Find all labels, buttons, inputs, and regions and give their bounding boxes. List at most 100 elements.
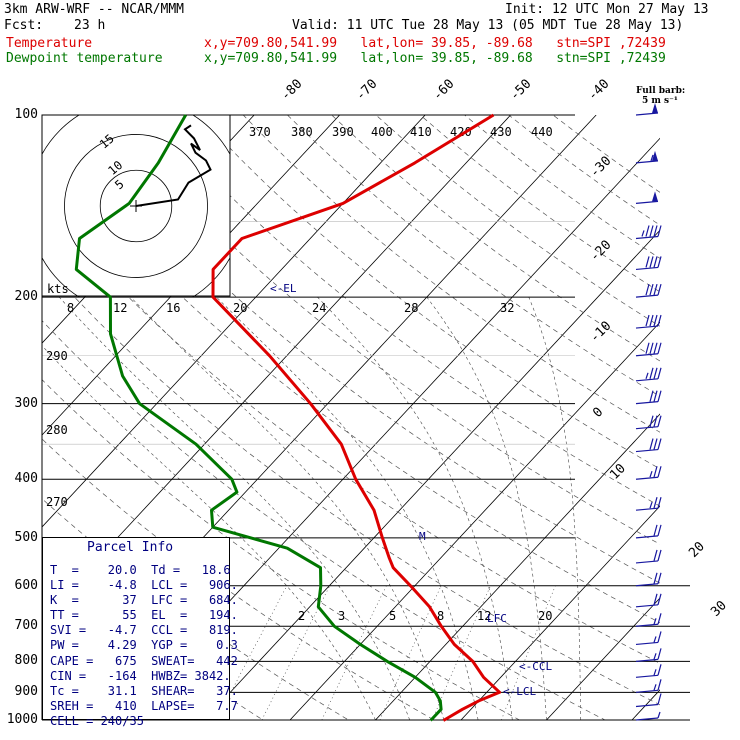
parcel-info-row: TT = 55 EL = 194. bbox=[50, 608, 238, 623]
theta-label: 370 bbox=[249, 125, 271, 139]
isotherm-line bbox=[289, 115, 660, 720]
parcel-info-row: LI = -4.8 LCL = 906. bbox=[50, 578, 238, 593]
wind-barb-full bbox=[653, 524, 658, 537]
wind-barb bbox=[635, 256, 662, 271]
isotherm-line bbox=[42, 115, 511, 720]
init-time: Init: 12 UTC Mon 27 May 13 bbox=[505, 2, 709, 17]
hodo-speed-label: 28 bbox=[404, 301, 418, 315]
wind-barb-full bbox=[657, 497, 662, 509]
theta-label: 410 bbox=[410, 125, 432, 139]
wind-barb-full bbox=[649, 342, 654, 354]
hodo-speed-label: 16 bbox=[166, 301, 180, 315]
wind-barb-staff bbox=[635, 583, 659, 587]
wind-barb-full bbox=[657, 693, 662, 705]
hodo-speed-label: 12 bbox=[113, 301, 127, 315]
dry-adiabat bbox=[508, 115, 660, 720]
dry-adiabat bbox=[419, 115, 660, 720]
mixing-ratio-line bbox=[379, 585, 442, 720]
wind-barb-full bbox=[653, 367, 658, 379]
wind-barb bbox=[635, 150, 659, 164]
lcl-marker: <-LCL bbox=[503, 685, 536, 698]
wind-barb-full bbox=[657, 679, 662, 691]
mixing-ratio-line bbox=[261, 585, 331, 720]
wind-barb-half bbox=[641, 230, 645, 237]
mixing-ratio-label: 8 bbox=[437, 609, 444, 623]
wind-barb-full bbox=[653, 314, 658, 327]
pressure-label-100: 100 bbox=[14, 107, 38, 122]
wind-barb-full bbox=[653, 390, 658, 402]
el-marker: <-EL bbox=[270, 282, 297, 295]
isotherm-label: -50 bbox=[507, 77, 534, 104]
theta-label: 400 bbox=[371, 125, 393, 139]
mixing-ratio-line bbox=[321, 585, 387, 720]
barb-legend-line1: Full barb: bbox=[636, 86, 686, 96]
isotherm-line bbox=[718, 115, 740, 720]
wind-barb bbox=[635, 664, 662, 678]
dewpoint-profile bbox=[74, 114, 443, 722]
wind-barb-half bbox=[645, 372, 649, 379]
pressure-label-600: 600 bbox=[14, 578, 38, 593]
theta-label: 440 bbox=[531, 125, 553, 139]
wind-barb bbox=[635, 103, 659, 116]
pressure-label-300: 300 bbox=[14, 396, 38, 411]
wind-barb-full bbox=[657, 593, 662, 605]
wind-barb-staff bbox=[635, 476, 659, 480]
pressure-label-1000: 1000 bbox=[6, 712, 38, 727]
wind-barb-half bbox=[649, 502, 653, 509]
wind-barb-staff bbox=[635, 448, 659, 453]
wind-barb-full bbox=[653, 593, 658, 605]
parcel-info-row: Tc = 31.1 SHEAR= 37. bbox=[50, 683, 238, 698]
hodo-speed-label: 24 bbox=[312, 301, 326, 315]
wind-barb-full bbox=[649, 415, 654, 427]
parcel-info-panel: Parcel Info T = 20.0 Td = 18.6 LI = -4.8 … bbox=[42, 537, 238, 728]
wind-barb-staff bbox=[635, 604, 659, 608]
wind-barb-staff bbox=[635, 266, 659, 271]
dry-adiabat bbox=[42, 115, 371, 720]
isotherm-line bbox=[631, 115, 660, 720]
parcel-info-row: CIN = -164 HWBZ= 3842. bbox=[50, 668, 231, 683]
wind-barb-full bbox=[645, 283, 650, 296]
wind-barb-staff bbox=[635, 112, 659, 116]
hodo-speed-label: 20 bbox=[233, 301, 247, 315]
parcel-info-row: PW = 4.29 YGP = 0.3 bbox=[50, 638, 238, 653]
dry-adiabat bbox=[110, 115, 660, 720]
isotherm-label: 0 bbox=[590, 405, 606, 421]
parcel-info-row: SVI = -4.7 CCL = 819. bbox=[50, 623, 238, 638]
wind-barb-full bbox=[657, 613, 662, 625]
wind-barb-staff bbox=[635, 623, 659, 627]
hodo-units-label: kts bbox=[47, 282, 69, 296]
forecast-value: 23 h bbox=[74, 18, 106, 33]
wind-barb bbox=[635, 367, 662, 382]
dry-adiabat bbox=[242, 115, 660, 720]
barb-legend: Full barb: 5 m s⁻¹ bbox=[636, 86, 685, 106]
wind-barb bbox=[635, 314, 662, 329]
wind-barb-full bbox=[657, 664, 662, 676]
hodo-ring bbox=[99, 169, 173, 243]
wind-barb-full bbox=[645, 342, 650, 354]
wind-barb-full bbox=[657, 256, 662, 268]
dry-adiabat bbox=[464, 115, 660, 720]
isotherm-label: -20 bbox=[587, 238, 614, 265]
theta-label: 270 bbox=[46, 495, 68, 509]
wind-barb-full bbox=[649, 225, 654, 237]
wind-barbs bbox=[635, 103, 662, 721]
dry-adiabat bbox=[154, 115, 660, 720]
wind-barb-full bbox=[657, 549, 662, 562]
moist-adiabat bbox=[216, 296, 479, 720]
dry-adiabat bbox=[42, 115, 660, 720]
wind-barb-half bbox=[657, 711, 661, 719]
wind-barb-half bbox=[653, 618, 657, 625]
wind-barb-full bbox=[657, 225, 662, 237]
model-title: 3km ARW-WRF -- NCAR/MMM bbox=[4, 2, 185, 17]
theta-label: 280 bbox=[46, 423, 68, 437]
moist-adiabat bbox=[528, 296, 581, 720]
dewpoint-legend-label: Dewpoint temperature bbox=[6, 51, 163, 66]
wind-barb-full bbox=[653, 549, 658, 562]
wind-barb-staff bbox=[635, 401, 659, 405]
wind-barb-full bbox=[657, 314, 662, 327]
wind-barb-staff bbox=[635, 689, 659, 693]
isotherm-label: 30 bbox=[708, 598, 730, 620]
wind-barb-full bbox=[649, 256, 654, 268]
dry-adiabat bbox=[287, 115, 660, 720]
